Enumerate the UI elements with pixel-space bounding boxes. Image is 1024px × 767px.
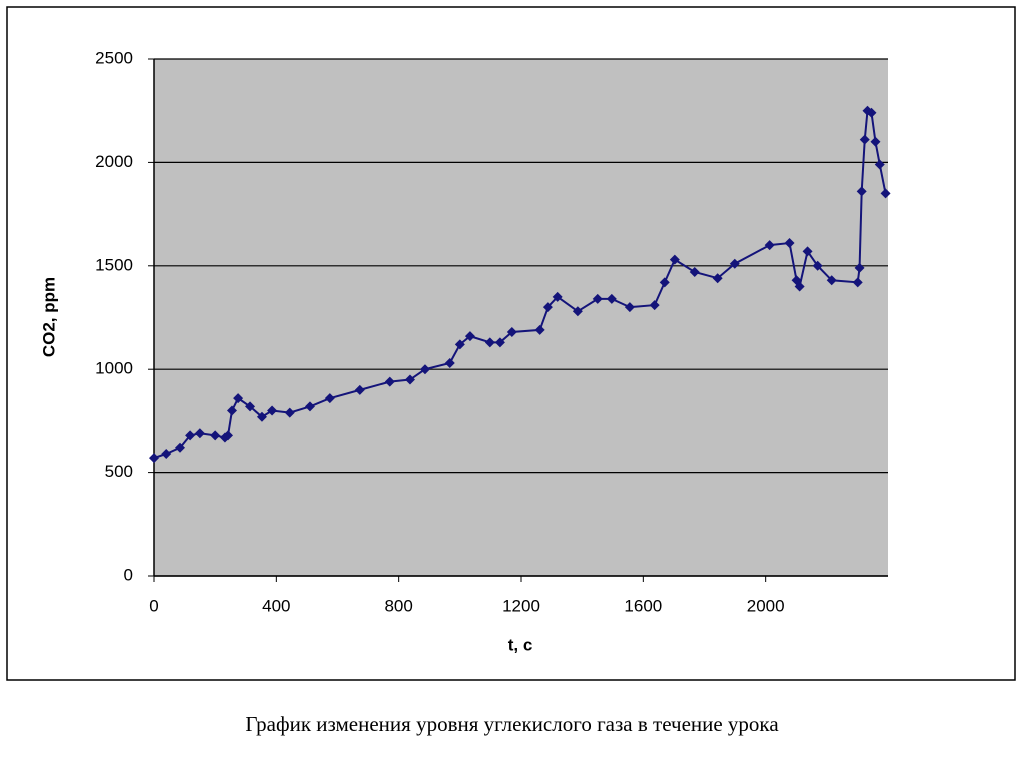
data-marker	[859, 134, 870, 145]
y-tick-label: 2500	[95, 48, 133, 67]
data-marker	[324, 393, 335, 404]
plot-area	[154, 59, 888, 576]
y-axis-title: CO2, ppm	[39, 277, 58, 357]
x-tick-label: 2000	[747, 596, 785, 615]
data-marker	[149, 453, 159, 464]
data-marker	[624, 302, 635, 313]
x-tick-label: 0	[149, 596, 158, 615]
data-marker	[256, 411, 267, 422]
data-marker	[880, 188, 891, 199]
data-marker	[794, 281, 805, 292]
data-marker	[534, 324, 545, 335]
data-marker	[649, 300, 660, 311]
y-tick-label: 500	[105, 462, 133, 481]
data-marker	[484, 337, 495, 348]
y-tick-label: 0	[124, 565, 133, 584]
caption: График изменения уровня углекислого газа…	[245, 712, 779, 736]
data-marker	[606, 293, 617, 304]
x-tick-label: 800	[384, 596, 412, 615]
data-marker	[874, 159, 885, 170]
data-marker	[245, 401, 256, 412]
data-marker	[404, 374, 415, 385]
data-marker	[826, 275, 837, 286]
data-marker	[784, 238, 795, 249]
data-marker	[802, 246, 813, 257]
data-marker	[669, 254, 680, 265]
data-marker	[354, 384, 365, 395]
data-marker	[729, 258, 740, 269]
x-axis-title: t, с	[508, 635, 533, 654]
data-marker	[542, 302, 553, 313]
data-marker	[592, 293, 603, 304]
data-marker	[659, 277, 670, 288]
data-marker	[304, 401, 315, 412]
data-marker	[267, 405, 278, 416]
data-marker	[384, 376, 395, 387]
data-marker	[419, 364, 430, 375]
data-marker	[572, 306, 583, 317]
data-marker	[812, 260, 823, 271]
y-tick-label: 1500	[95, 255, 133, 274]
x-tick-label: 400	[262, 596, 290, 615]
data-marker	[226, 405, 237, 416]
data-marker	[689, 267, 700, 278]
data-marker	[223, 430, 234, 441]
data-marker	[856, 186, 867, 197]
y-tick-label: 1000	[95, 359, 133, 378]
data-marker	[161, 448, 172, 459]
data-marker	[852, 277, 863, 288]
data-marker	[464, 331, 475, 342]
data-marker	[185, 430, 196, 441]
data-marker	[454, 339, 465, 350]
data-marker	[174, 442, 185, 453]
data-marker	[210, 430, 221, 441]
data-marker	[194, 428, 205, 439]
data-marker	[284, 407, 295, 418]
data-marker	[764, 240, 775, 251]
data-marker	[494, 337, 505, 348]
data-marker	[233, 393, 244, 404]
x-tick-label: 1600	[624, 596, 662, 615]
data-marker	[506, 326, 517, 337]
data-marker	[870, 136, 881, 147]
data-marker	[552, 291, 563, 302]
data-marker	[854, 262, 865, 273]
data-marker	[866, 107, 877, 118]
data-marker	[444, 357, 455, 368]
y-tick-label: 2000	[95, 152, 133, 171]
x-tick-label: 1200	[502, 596, 540, 615]
data-marker	[712, 273, 723, 284]
